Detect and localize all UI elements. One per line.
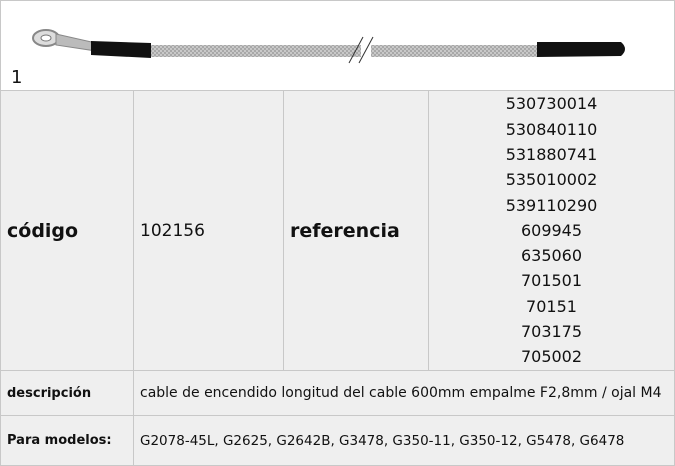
- text: G2078-45L, G2625, G2642B, G3478, G350-11…: [140, 432, 625, 449]
- referencia: 701501: [520, 271, 583, 291]
- referencia: 530730014: [505, 94, 598, 114]
- referencia-list: 530730014 530840110 531880741 535010002 5391…: [428, 90, 675, 371]
- text: código: [7, 219, 79, 242]
- codigo-value: 102156: [133, 90, 284, 371]
- referencia: 535010002: [505, 170, 598, 190]
- text: descripción: [7, 385, 92, 401]
- text: Para modelos:: [7, 433, 112, 448]
- referencia: 703175: [520, 322, 583, 342]
- descripcion-value: cable de encendido longitud del cable 60…: [133, 370, 675, 416]
- referencia: 609945: [520, 220, 583, 240]
- cable-image: [32, 29, 625, 64]
- descripcion-label: descripción: [0, 370, 134, 416]
- referencia: 70151: [526, 296, 577, 316]
- modelos-label: Para modelos:: [0, 415, 134, 466]
- referencia: 531880741: [505, 144, 598, 164]
- text: referencia: [290, 219, 400, 242]
- modelos-value: G2078-45L, G2625, G2642B, G3478, G350-11…: [133, 415, 675, 466]
- text: cable de encendido longitud del cable 60…: [140, 384, 662, 401]
- image-cell: 1: [0, 0, 675, 91]
- codigo-label: código: [0, 90, 134, 371]
- referencia: 539110290: [505, 195, 598, 215]
- referencia: 530840110: [505, 119, 598, 139]
- text: 102156: [140, 220, 205, 241]
- referencia: 635060: [520, 246, 583, 266]
- referencia-label: referencia: [283, 90, 429, 371]
- referencia: 705002: [520, 347, 583, 367]
- item-number: 1: [11, 67, 23, 88]
